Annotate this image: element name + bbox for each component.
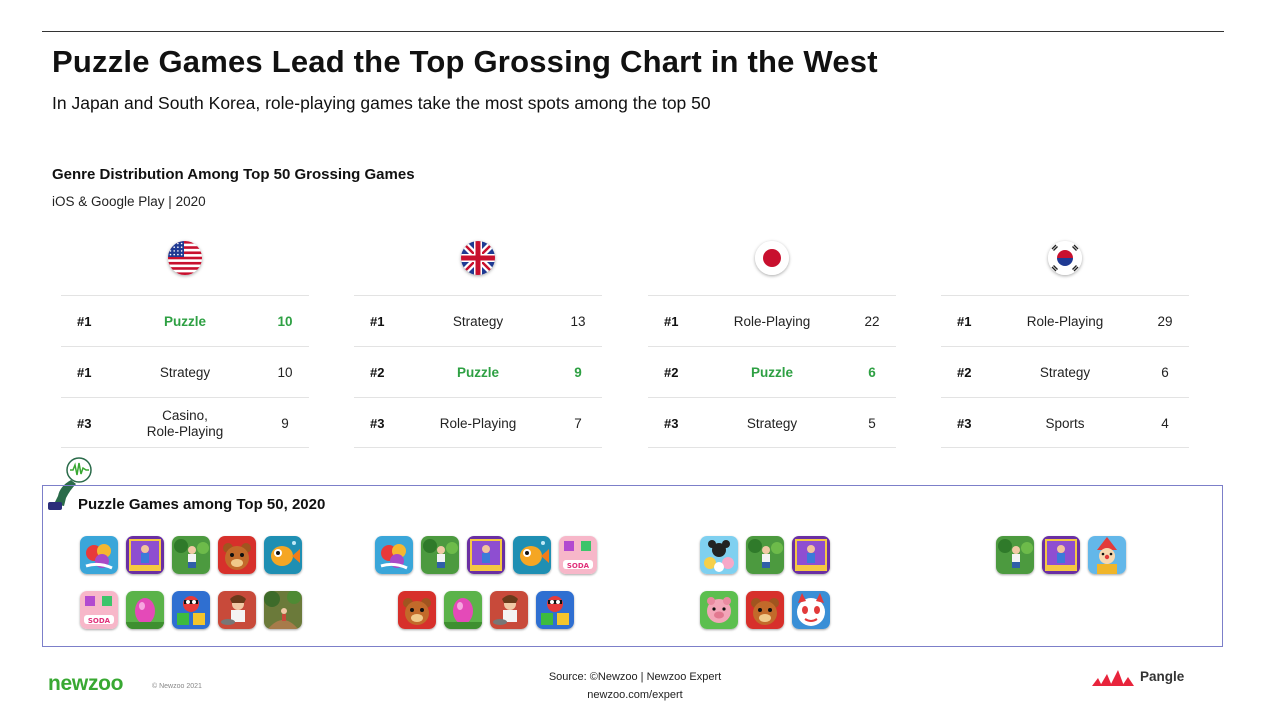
genre-row: #1 Strategy 13 (354, 295, 602, 346)
toon-blast-bear-icon (398, 591, 436, 629)
candy-crush-icon (80, 536, 118, 574)
genre-label: Strategy (159, 364, 211, 380)
japan-flag-icon (755, 241, 789, 275)
genre-label: Puzzle (163, 313, 206, 329)
toy-blast-icon (536, 591, 574, 629)
uk-flag-icon (461, 241, 495, 275)
easter-egg-icon (126, 591, 164, 629)
fishdom-icon (264, 536, 302, 574)
genre-row: #1 Role-Playing 22 (648, 295, 896, 346)
genre-label: Sports (1045, 415, 1085, 431)
source-text: Source: ©Newzoo | Newzoo Expert (548, 671, 722, 683)
toon-blast-bear-icon (218, 536, 256, 574)
count-value: 10 (277, 365, 293, 380)
pangle-logo-text: Pangle (1140, 669, 1185, 684)
genre-label: Strategy (452, 313, 504, 329)
genre-label: Casino, Role-Playing (146, 407, 224, 439)
genre-label: Role-Playing (733, 313, 811, 329)
gardenscapes-icon (996, 536, 1034, 574)
cooking-diary-icon (218, 591, 256, 629)
rank-label: #2 (370, 365, 385, 380)
pangle-logo-icon (1092, 670, 1134, 686)
rank-label: #1 (77, 365, 92, 380)
rank-label: #1 (664, 314, 679, 329)
genre-row: #3 Role-Playing 7 (354, 397, 602, 448)
us-flag-icon (168, 241, 202, 275)
count-value: 7 (574, 416, 582, 431)
rank-label: #3 (664, 416, 679, 431)
genre-label: Puzzle (456, 364, 499, 380)
genre-row: #3 Sports 4 (941, 397, 1189, 448)
page-title: Puzzle Games Lead the Top Grossing Chart… (52, 44, 878, 79)
gardenscapes-icon (421, 536, 459, 574)
cooking-diary-icon (490, 591, 528, 629)
candy-crush-icon (375, 536, 413, 574)
genre-label: Strategy (1039, 364, 1091, 380)
count-value: 4 (1161, 416, 1169, 431)
yokai-cat-icon (792, 591, 830, 629)
count-value: 9 (574, 365, 582, 380)
rank-label: #3 (77, 416, 92, 431)
gardenscapes-icon (172, 536, 210, 574)
source-url: newzoo.com/expert (587, 689, 683, 701)
genre-row: #3 Casino, Role-Playing 9 (61, 397, 309, 448)
genre-row: #1 Role-Playing 29 (941, 295, 1189, 346)
toy-blast-icon (172, 591, 210, 629)
genre-row: #2 Strategy 6 (941, 346, 1189, 397)
count-value: 22 (864, 314, 880, 329)
candy-crush-soda-icon: SODA (80, 591, 118, 629)
genre-label: Puzzle (750, 364, 793, 380)
genre-row: #2 Puzzle 6 (648, 346, 896, 397)
genre-row: #1 Strategy 10 (61, 346, 309, 397)
rank-label: #2 (957, 365, 972, 380)
genre-row: #2 Puzzle 9 (354, 346, 602, 397)
gardenscapes-icon (746, 536, 784, 574)
puzzle-games-panel (42, 485, 1223, 647)
count-value: 5 (868, 416, 876, 431)
puzzle-section-title: Puzzle Games among Top 50, 2020 (78, 496, 326, 513)
candy-crush-soda-icon: SODA (559, 536, 597, 574)
rank-label: #2 (664, 365, 679, 380)
genre-label: Role-Playing (439, 415, 517, 431)
count-value: 9 (281, 416, 289, 431)
hero-rescue-icon (126, 536, 164, 574)
rank-label: #3 (370, 416, 385, 431)
chart-subtitle: iOS & Google Play | 2020 (52, 194, 206, 209)
genre-label: Strategy (746, 415, 798, 431)
svg-text:SODA: SODA (567, 562, 590, 570)
hero-rescue-icon (792, 536, 830, 574)
count-value: 29 (1157, 314, 1173, 329)
pig-puzzle-icon (700, 591, 738, 629)
hero-rescue-icon (467, 536, 505, 574)
genre-row: #1 Puzzle 10 (61, 295, 309, 346)
clown-puzzle-icon (1088, 536, 1126, 574)
rank-label: #3 (957, 416, 972, 431)
rank-label: #1 (370, 314, 385, 329)
rank-label: #1 (957, 314, 972, 329)
count-value: 13 (570, 314, 586, 329)
genre-row: #3 Strategy 5 (648, 397, 896, 448)
chart-title: Genre Distribution Among Top 50 Grossing… (52, 166, 415, 183)
count-value: 6 (868, 365, 876, 380)
hero-rescue-icon (1042, 536, 1080, 574)
top-rule (42, 31, 1224, 32)
page-subtitle: In Japan and South Korea, role-playing g… (52, 93, 711, 113)
easter-egg-icon (444, 591, 482, 629)
copyright-text: © Newzoo 2021 (152, 683, 202, 690)
south-korea-flag-icon (1048, 241, 1082, 275)
toon-blast-bear-icon (746, 591, 784, 629)
svg-text:SODA: SODA (88, 617, 111, 625)
mascot-icon (48, 457, 92, 510)
fishdom-icon (513, 536, 551, 574)
tsum-tsum-icon (700, 536, 738, 574)
count-value: 6 (1161, 365, 1169, 380)
rank-label: #1 (77, 314, 92, 329)
genre-label: Role-Playing (1026, 313, 1104, 329)
homescapes-garden-icon (264, 591, 302, 629)
count-value: 10 (277, 314, 293, 329)
newzoo-logo: newzoo (48, 672, 124, 695)
